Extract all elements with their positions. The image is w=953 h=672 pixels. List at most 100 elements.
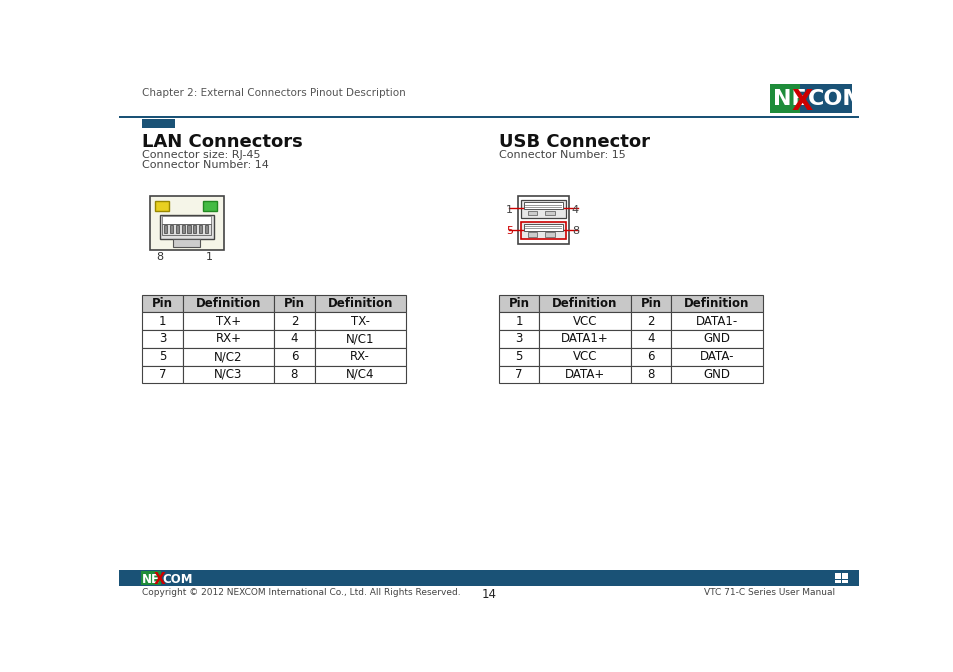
- Text: N/C3: N/C3: [214, 368, 242, 381]
- Text: Connector Number: 14: Connector Number: 14: [142, 160, 269, 170]
- Bar: [142, 295, 183, 312]
- Bar: [523, 224, 562, 230]
- Text: 2: 2: [646, 314, 654, 328]
- Bar: [498, 330, 538, 348]
- Bar: [154, 201, 169, 211]
- Text: Pin: Pin: [152, 297, 172, 310]
- Text: 4: 4: [646, 333, 654, 345]
- Text: 1: 1: [206, 253, 213, 262]
- Bar: [142, 348, 183, 366]
- Bar: [142, 312, 183, 330]
- Bar: [173, 239, 199, 247]
- Text: COM: COM: [806, 89, 864, 109]
- Text: VCC: VCC: [572, 314, 597, 328]
- Bar: [181, 224, 185, 233]
- Bar: [274, 348, 314, 366]
- Text: 8: 8: [291, 368, 297, 381]
- Bar: [274, 366, 314, 383]
- Bar: [183, 330, 274, 348]
- Text: Definition: Definition: [683, 297, 749, 310]
- Text: N/C2: N/C2: [214, 350, 242, 363]
- Bar: [538, 366, 630, 383]
- Text: 1: 1: [159, 314, 166, 328]
- Text: Definition: Definition: [195, 297, 261, 310]
- Text: 8: 8: [571, 226, 578, 236]
- Text: 2: 2: [291, 314, 298, 328]
- Text: 3: 3: [515, 333, 522, 345]
- Bar: [835, 573, 840, 579]
- Bar: [538, 330, 630, 348]
- Text: 1: 1: [515, 314, 522, 328]
- Text: 7: 7: [515, 368, 522, 381]
- Bar: [183, 295, 274, 312]
- Bar: [630, 312, 670, 330]
- Bar: [799, 84, 851, 113]
- Text: Pin: Pin: [508, 297, 529, 310]
- Text: 7: 7: [159, 368, 166, 381]
- Bar: [538, 295, 630, 312]
- Text: 4: 4: [291, 333, 298, 345]
- Bar: [527, 211, 537, 216]
- Text: 5: 5: [159, 350, 166, 363]
- Text: DATA1+: DATA1+: [560, 333, 608, 345]
- Bar: [630, 330, 670, 348]
- Text: 3: 3: [159, 333, 166, 345]
- Bar: [670, 295, 761, 312]
- Bar: [841, 573, 847, 579]
- Bar: [517, 196, 568, 244]
- Bar: [521, 200, 565, 218]
- Text: 14: 14: [481, 588, 496, 601]
- Bar: [545, 233, 555, 237]
- Bar: [150, 196, 224, 250]
- Text: RX-: RX-: [350, 350, 370, 363]
- Text: X: X: [790, 87, 812, 116]
- Text: Chapter 2: External Connectors Pinout Description: Chapter 2: External Connectors Pinout De…: [142, 88, 406, 98]
- Text: COM: COM: [162, 573, 193, 586]
- Bar: [274, 330, 314, 348]
- Text: N/C1: N/C1: [346, 333, 375, 345]
- Text: 8: 8: [156, 253, 163, 262]
- Bar: [187, 224, 191, 233]
- Text: TX-: TX-: [351, 314, 370, 328]
- Text: 5: 5: [515, 350, 522, 363]
- Bar: [193, 224, 196, 233]
- Text: Pin: Pin: [639, 297, 660, 310]
- Bar: [630, 366, 670, 383]
- Text: Connector Number: 15: Connector Number: 15: [498, 150, 625, 160]
- Bar: [521, 222, 565, 239]
- Text: LAN Connectors: LAN Connectors: [142, 133, 303, 151]
- Text: 4: 4: [571, 204, 578, 214]
- Bar: [538, 312, 630, 330]
- Text: TX+: TX+: [215, 314, 241, 328]
- Bar: [314, 295, 406, 312]
- Bar: [183, 366, 274, 383]
- Bar: [545, 211, 555, 216]
- Text: 6: 6: [291, 350, 298, 363]
- Text: Connector size: RJ-45: Connector size: RJ-45: [142, 150, 261, 160]
- Text: 1: 1: [505, 204, 513, 214]
- Bar: [498, 312, 538, 330]
- Bar: [498, 295, 538, 312]
- Bar: [314, 330, 406, 348]
- Bar: [119, 571, 858, 586]
- Bar: [142, 330, 183, 348]
- Text: GND: GND: [702, 333, 729, 345]
- Text: Definition: Definition: [552, 297, 617, 310]
- Bar: [183, 312, 274, 330]
- Bar: [769, 84, 799, 113]
- Text: 8: 8: [646, 368, 654, 381]
- Text: VCC: VCC: [572, 350, 597, 363]
- Bar: [175, 224, 179, 233]
- Bar: [314, 312, 406, 330]
- Text: NE: NE: [772, 89, 805, 109]
- Bar: [203, 201, 216, 211]
- Bar: [498, 348, 538, 366]
- Text: GND: GND: [702, 368, 729, 381]
- Text: Definition: Definition: [327, 297, 393, 310]
- Bar: [274, 312, 314, 330]
- Bar: [161, 571, 193, 585]
- Text: VTC 71-C Series User Manual: VTC 71-C Series User Manual: [703, 588, 835, 597]
- Text: 5: 5: [505, 226, 513, 236]
- Bar: [314, 348, 406, 366]
- Bar: [141, 571, 161, 585]
